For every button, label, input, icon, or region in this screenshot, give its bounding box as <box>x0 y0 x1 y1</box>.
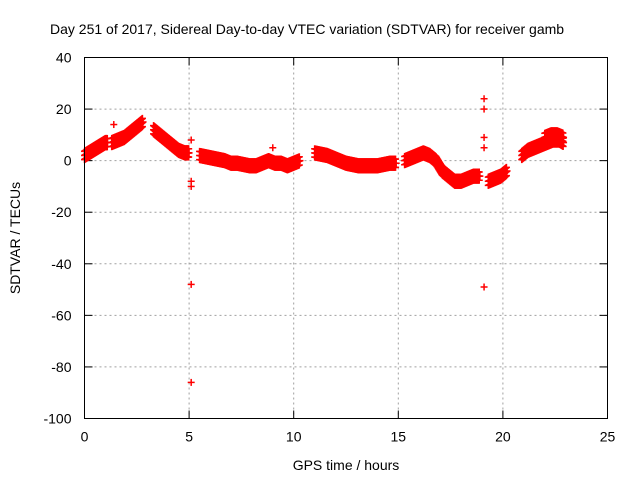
data-point <box>560 133 568 141</box>
x-axis-label: GPS time / hours <box>293 457 400 473</box>
data-point <box>476 172 484 180</box>
x-tick-label: 20 <box>495 429 511 445</box>
data-point <box>503 167 511 175</box>
data-point <box>187 378 195 386</box>
data-point <box>296 157 304 165</box>
x-tick-label: 15 <box>391 429 407 445</box>
x-tick-label: 5 <box>185 429 193 445</box>
x-tick-label: 25 <box>600 429 616 445</box>
x-tick-label: 10 <box>286 429 302 445</box>
tick-labels: -100 -80 -60 -40 -20 0 20 40 0 5 10 15 20 25 <box>43 50 615 445</box>
data-point <box>392 159 400 167</box>
data-point <box>139 118 147 126</box>
y-tick-label: -100 <box>43 411 71 427</box>
plot-frame <box>84 57 608 419</box>
data-point <box>187 136 195 144</box>
data-point <box>187 280 195 288</box>
grid-lines <box>84 57 608 419</box>
y-tick-label: -40 <box>51 256 71 272</box>
y-tick-label: 20 <box>56 101 72 117</box>
y-tick-label: -20 <box>51 204 71 220</box>
data-point <box>480 283 488 291</box>
chart-title: Day 251 of 2017, Sidereal Day-to-day VTE… <box>50 21 564 37</box>
data-point <box>185 149 193 157</box>
data-point <box>480 95 488 103</box>
axis-ticks <box>84 57 608 419</box>
data-point <box>187 182 195 190</box>
data-point <box>480 105 488 113</box>
y-tick-label: -80 <box>51 359 71 375</box>
y-axis-label: SDTVAR / TECUs <box>7 182 23 294</box>
data-point <box>480 144 488 152</box>
data-point <box>269 144 277 152</box>
data-points <box>81 95 568 386</box>
y-tick-label: -60 <box>51 307 71 323</box>
y-tick-label: 0 <box>64 153 72 169</box>
y-tick-label: 40 <box>56 50 72 66</box>
data-point <box>480 133 488 141</box>
x-tick-label: 0 <box>81 429 89 445</box>
data-point <box>110 121 118 129</box>
